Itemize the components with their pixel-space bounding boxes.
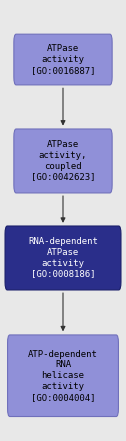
Text: RNA-dependent
ATPase
activity
[GO:0008186]: RNA-dependent ATPase activity [GO:000818… bbox=[28, 237, 98, 279]
FancyBboxPatch shape bbox=[14, 129, 112, 193]
FancyBboxPatch shape bbox=[8, 335, 118, 416]
Text: ATPase
activity,
coupled
[GO:0042623]: ATPase activity, coupled [GO:0042623] bbox=[31, 140, 95, 182]
FancyBboxPatch shape bbox=[5, 226, 121, 290]
Text: ATPase
activity
[GO:0016887]: ATPase activity [GO:0016887] bbox=[31, 44, 95, 75]
Text: ATP-dependent
RNA
helicase
activity
[GO:0004004]: ATP-dependent RNA helicase activity [GO:… bbox=[28, 350, 98, 402]
FancyBboxPatch shape bbox=[14, 34, 112, 85]
